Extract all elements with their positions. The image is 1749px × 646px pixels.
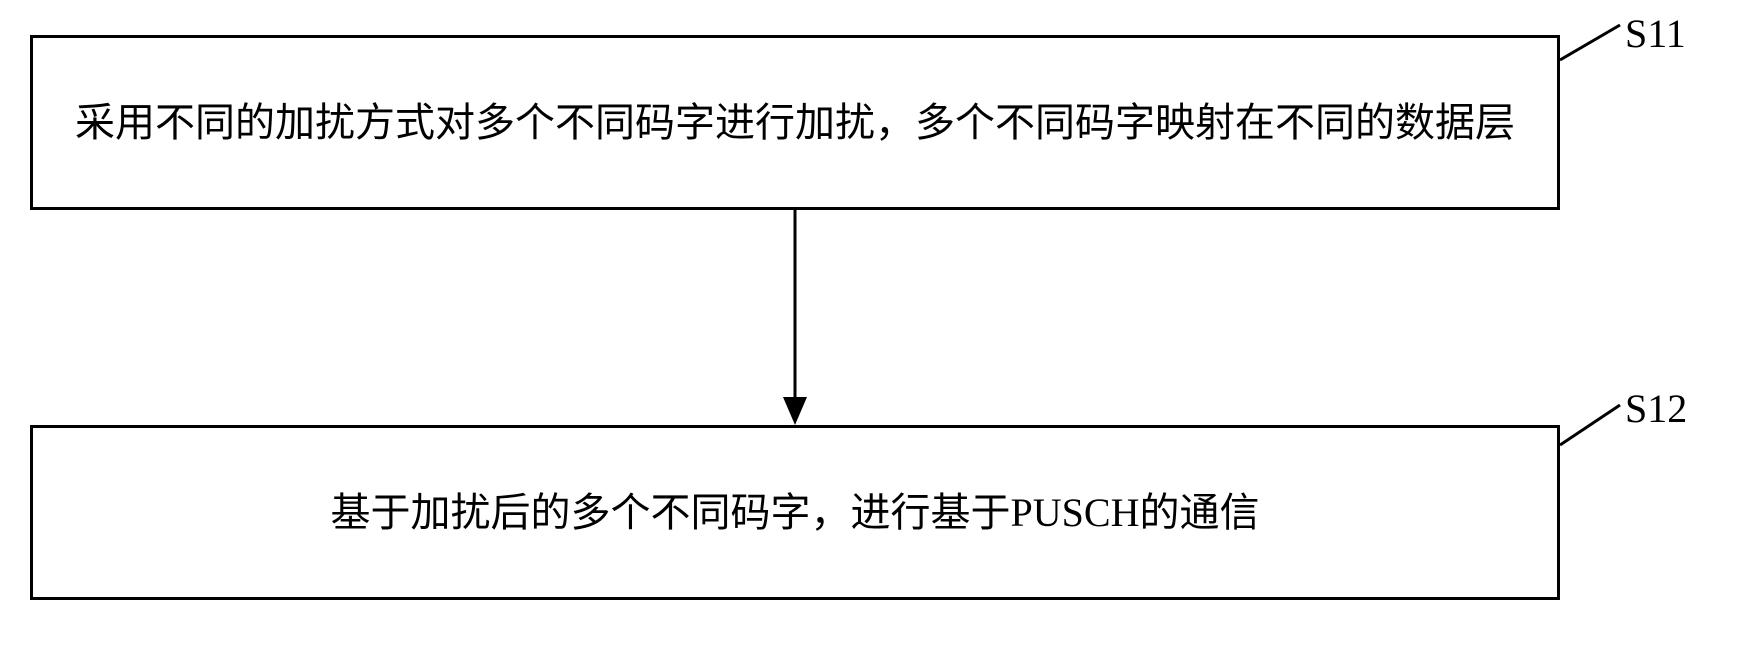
step-label-s11: S11 bbox=[1625, 10, 1686, 57]
flowchart-box-s12-text: 基于加扰后的多个不同码字，进行基于PUSCH的通信 bbox=[331, 483, 1260, 543]
step-label-s12: S12 bbox=[1625, 385, 1687, 432]
connector-s12 bbox=[1560, 400, 1625, 450]
flowchart-box-s11-text: 采用不同的加扰方式对多个不同码字进行加扰，多个不同码字映射在不同的数据层 bbox=[75, 93, 1515, 153]
flowchart-box-s12: 基于加扰后的多个不同码字，进行基于PUSCH的通信 bbox=[30, 425, 1560, 600]
arrow-s11-to-s12 bbox=[770, 210, 820, 425]
flowchart-box-s11: 采用不同的加扰方式对多个不同码字进行加扰，多个不同码字映射在不同的数据层 bbox=[30, 35, 1560, 210]
connector-s11 bbox=[1560, 20, 1625, 65]
